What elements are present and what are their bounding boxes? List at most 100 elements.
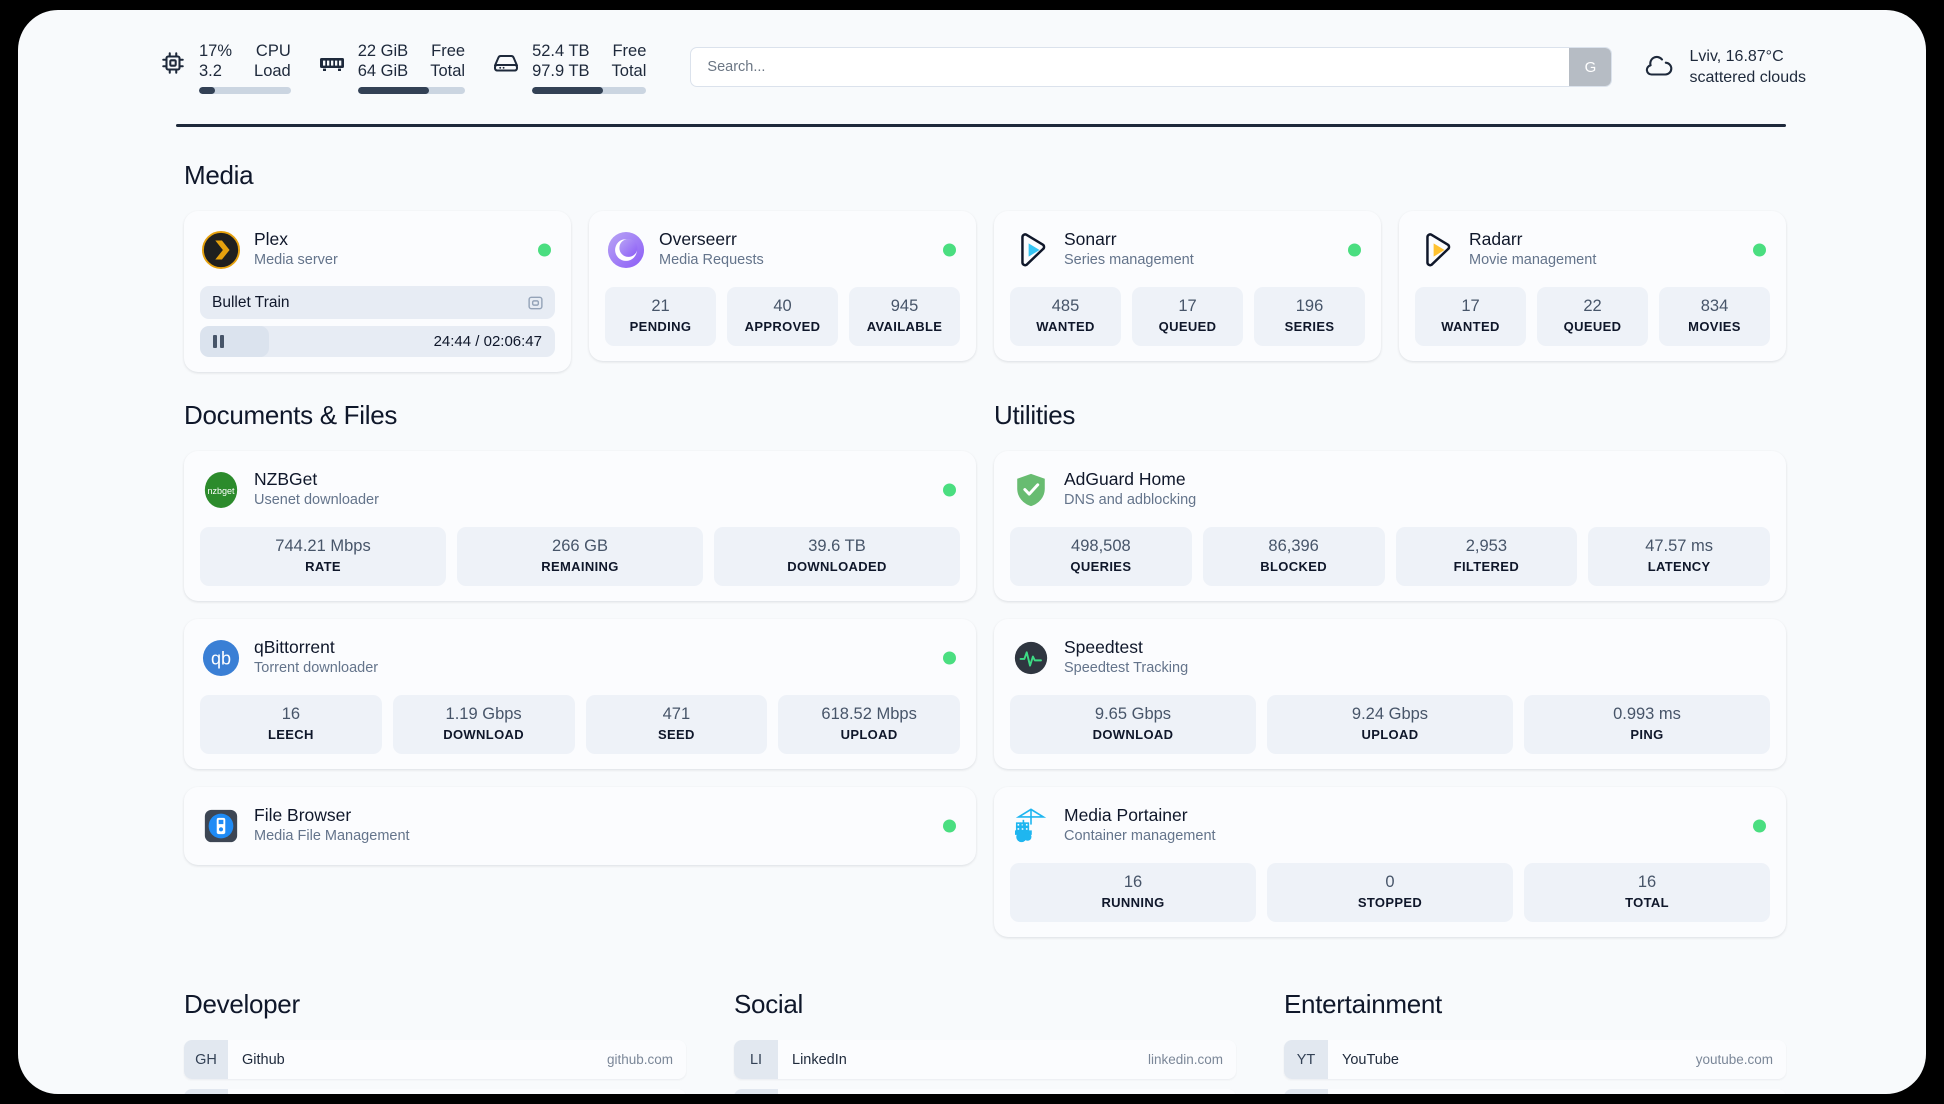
dashboard-page: 17% 3.2 CPU Load 22 GiB 64 GiB Free Total 52.4 T… bbox=[18, 10, 1926, 1094]
service-stat-label: PENDING bbox=[629, 319, 692, 334]
service-stat-row: 16 LEECH 1.19 Gbps DOWNLOAD 471 SEED 618.52 Mb… bbox=[200, 695, 960, 754]
service-stat-label: BLOCKED bbox=[1260, 559, 1327, 574]
search-input[interactable] bbox=[691, 48, 1570, 86]
service-subtitle: Media Requests bbox=[659, 252, 764, 268]
service-card-header: Radarr Movie management bbox=[1415, 225, 1770, 274]
status-indicator-online bbox=[538, 243, 551, 256]
service-stat-row: 9.65 Gbps DOWNLOAD 9.24 Gbps UPLOAD 0.993 ms… bbox=[1010, 695, 1770, 754]
resource-primary-value: 52.4 TB bbox=[532, 41, 590, 60]
service-stat-label: RATE bbox=[305, 559, 341, 574]
service-name: Plex bbox=[254, 229, 289, 249]
service-stat-tile: 9.24 Gbps UPLOAD bbox=[1267, 695, 1513, 754]
service-card[interactable]: nzbget NZBGet Usenet downloader 744.21 Mbps… bbox=[184, 451, 976, 601]
service-subtitle: DNS and adblocking bbox=[1064, 492, 1197, 508]
resource-secondary-value: 3.2 bbox=[199, 61, 222, 80]
service-stat-tile: 266 GB REMAINING bbox=[457, 527, 703, 586]
service-card[interactable]: Speedtest Speedtest Tracking 9.65 Gbps DOWN… bbox=[994, 619, 1786, 769]
service-card[interactable]: qb qBittorrent Torrent downloader 16 LEECH 1.… bbox=[184, 619, 976, 769]
bookmark-item[interactable]: SOStackOverflowstackoverflow.com bbox=[184, 1089, 686, 1094]
service-stat-value: 40 bbox=[773, 297, 792, 315]
resource-secondary-label: Total bbox=[430, 61, 466, 80]
service-subtitle: Container management bbox=[1064, 828, 1216, 844]
bookmark-item[interactable]: LI LinkedIn linkedin.com bbox=[734, 1040, 1236, 1079]
bookmark-badge: YT bbox=[1284, 1040, 1328, 1079]
service-stat-tile: 471 SEED bbox=[585, 695, 768, 754]
cloud-icon bbox=[1642, 52, 1676, 82]
bookmark-item[interactable]: GH Github github.com bbox=[184, 1040, 686, 1079]
service-stat-label: MOVIES bbox=[1688, 319, 1741, 334]
service-stat-value: 0.993 ms bbox=[1613, 705, 1681, 723]
service-stat-row: 16 RUNNING 0 STOPPED 16 TOTAL bbox=[1010, 863, 1770, 922]
service-card[interactable]: AdGuard Home DNS and adblocking 498,508 QUE… bbox=[994, 451, 1786, 601]
cast-icon[interactable] bbox=[527, 294, 544, 311]
resource-secondary-label: Total bbox=[611, 61, 647, 80]
main-content: Media Plex Media server Bullet Train 24:44 … bbox=[184, 160, 1786, 1094]
service-card[interactable]: Radarr Movie management 17 WANTED 22 QUEUED 83… bbox=[1399, 211, 1786, 361]
bookmark-url: youtube.com bbox=[1695, 1052, 1773, 1067]
weather-widget: Lviv, 16.87°C scattered clouds bbox=[1642, 46, 1806, 88]
bookmark-item[interactable]: NFNetflixnetflix.com bbox=[1284, 1089, 1786, 1094]
service-stat-tile: 2,953 FILTERED bbox=[1395, 527, 1578, 586]
service-subtitle: Movie management bbox=[1469, 252, 1597, 268]
resource-secondary-value: 64 GiB bbox=[357, 61, 409, 80]
service-stat-label: STOPPED bbox=[1357, 895, 1423, 910]
bookmark-group-title: Entertainment bbox=[1284, 989, 1442, 1019]
bookmark-name: LinkedIn bbox=[792, 1051, 847, 1068]
service-stat-tile: 0.993 ms PING bbox=[1524, 695, 1770, 754]
memory-icon bbox=[317, 48, 347, 78]
service-name: File Browser bbox=[254, 805, 352, 825]
service-stat-tile: 1.19 Gbps DOWNLOAD bbox=[392, 695, 575, 754]
resource-primary-label: Free bbox=[612, 41, 647, 60]
service-stat-tile: 485 WANTED bbox=[1010, 287, 1121, 346]
bookmark-group: Entertainment YT YouTube youtube.com NFNetfl… bbox=[1284, 989, 1786, 1094]
service-stat-value: 86,396 bbox=[1268, 537, 1319, 555]
service-stat-label: SERIES bbox=[1284, 319, 1335, 334]
service-stat-tile: 47.57 ms LATENCY bbox=[1588, 527, 1770, 586]
documents-column: Documents & Files nzbget NZBGet Usenet dow… bbox=[184, 400, 976, 865]
service-name: AdGuard Home bbox=[1064, 469, 1186, 489]
search-engine-badge[interactable]: G bbox=[1569, 48, 1612, 86]
service-stat-row: 744.21 Mbps RATE 266 GB REMAINING 39.6 TB DOW… bbox=[200, 527, 960, 586]
service-card[interactable]: Plex Media server Bullet Train 24:44 / 02:0… bbox=[184, 211, 571, 372]
service-stat-value: 618.52 Mbps bbox=[821, 705, 917, 723]
bookmark-item[interactable]: YT YouTube youtube.com bbox=[1284, 1040, 1786, 1079]
resource-meter-0: 17% 3.2 CPU Load bbox=[158, 41, 291, 94]
bookmark-list: LI LinkedIn linkedin.com TWTwittertwitter.c… bbox=[734, 1040, 1236, 1094]
status-indicator-online bbox=[943, 483, 956, 496]
player-progress-bar[interactable]: 24:44 / 02:06:47 bbox=[200, 326, 555, 357]
bookmark-name: YouTube bbox=[1342, 1051, 1399, 1068]
service-stat-value: 485 bbox=[1051, 297, 1080, 315]
nzbget-icon: nzbget bbox=[202, 471, 240, 509]
media-card-row: Plex Media server Bullet Train 24:44 / 02:0… bbox=[184, 211, 1786, 372]
service-card[interactable]: Overseerr Media Requests 21 PENDING 40 APPROV… bbox=[589, 211, 976, 361]
service-card[interactable]: Sonarr Series management 485 WANTED 17 QUEUED… bbox=[994, 211, 1381, 361]
disk-icon bbox=[491, 48, 521, 78]
svg-text:qb: qb bbox=[211, 648, 231, 668]
service-stat-tile: 744.21 Mbps RATE bbox=[200, 527, 446, 586]
pause-icon[interactable] bbox=[213, 335, 224, 348]
service-stat-value: 744.21 Mbps bbox=[275, 537, 371, 555]
service-stat-tile: 16 RUNNING bbox=[1010, 863, 1256, 922]
service-stat-label: LATENCY bbox=[1647, 559, 1711, 574]
service-card[interactable]: File Browser Media File Management bbox=[184, 787, 976, 865]
bookmark-list: YT YouTube youtube.com NFNetflixnetflix.com… bbox=[1284, 1040, 1786, 1094]
service-subtitle: Media server bbox=[254, 252, 338, 268]
service-stat-value: 22 bbox=[1583, 297, 1602, 315]
service-stat-label: UPLOAD bbox=[840, 727, 898, 742]
service-stat-tile: 196 SERIES bbox=[1254, 287, 1365, 346]
resource-primary-value: 17% bbox=[199, 41, 233, 60]
service-stat-label: AVAILABLE bbox=[866, 319, 943, 334]
search-box[interactable]: G bbox=[690, 47, 1613, 87]
bookmark-name: StackOverflow bbox=[228, 1089, 563, 1094]
service-name: Overseerr bbox=[659, 229, 737, 249]
bookmark-item[interactable]: TWTwittertwitter.com bbox=[734, 1089, 1236, 1094]
service-stat-label: QUERIES bbox=[1070, 559, 1132, 574]
service-stat-label: WANTED bbox=[1036, 319, 1095, 334]
service-stat-label: DOWNLOAD bbox=[443, 727, 525, 742]
service-card[interactable]: Media Portainer Container management 16 RUN… bbox=[994, 787, 1786, 937]
weather-location-temp: Lviv, 16.87°C bbox=[1689, 48, 1784, 65]
bookmark-url: netflix.com bbox=[1708, 1089, 1786, 1094]
service-subtitle: Torrent downloader bbox=[254, 660, 379, 676]
status-indicator-online bbox=[1753, 243, 1766, 256]
player-progress-fill bbox=[200, 326, 270, 357]
